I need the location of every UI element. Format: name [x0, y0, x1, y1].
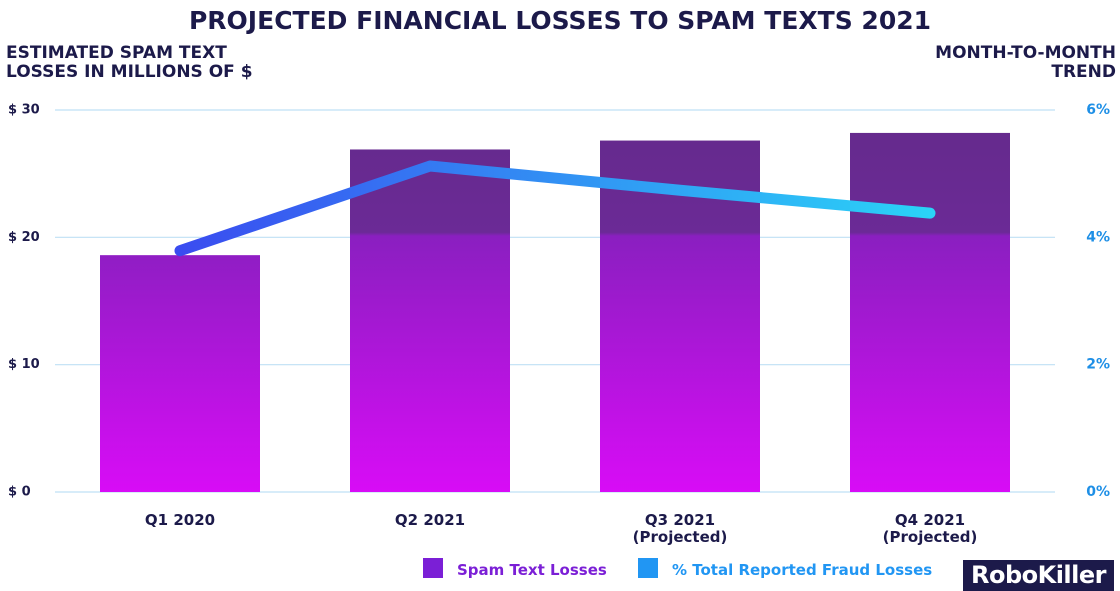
legend-label: % Total Reported Fraud Losses: [672, 561, 933, 579]
bar: [100, 255, 260, 492]
x-tick-label: Q3 2021 (Projected): [632, 511, 728, 546]
y-tick-label: $ 20: [8, 230, 40, 245]
legend-label: Spam Text Losses: [457, 561, 607, 579]
y2-axis-title: MONTH-TO-MONTH TREND: [935, 43, 1116, 82]
y-tick-label: $ 10: [8, 357, 40, 372]
x-tick-label: Q2 2021: [394, 511, 466, 529]
legend-swatch: [423, 558, 443, 578]
y-tick-label: $ 30: [8, 103, 40, 118]
line: [174, 160, 936, 257]
legend-swatch: [638, 558, 658, 578]
bar: [850, 132, 1010, 493]
y-axis-title: ESTIMATED SPAM TEXT LOSSES IN MILLIONS O…: [6, 43, 253, 82]
chart-title: PROJECTED FINANCIAL LOSSES TO SPAM TEXTS…: [188, 6, 932, 35]
y2-tick-label: 2%: [1086, 357, 1110, 373]
logo: RoboKiller: [962, 560, 1114, 591]
y2-tick-label: 4%: [1086, 229, 1110, 245]
x-tick-label: Q4 2021 (Projected): [882, 511, 978, 546]
y2-tick-label: 0%: [1086, 484, 1110, 500]
y2-tick-label: 6%: [1086, 102, 1110, 118]
y-tick-label: $ 0: [8, 485, 31, 500]
bar: [350, 149, 510, 492]
x-tick-label: Q1 2020: [144, 511, 216, 529]
